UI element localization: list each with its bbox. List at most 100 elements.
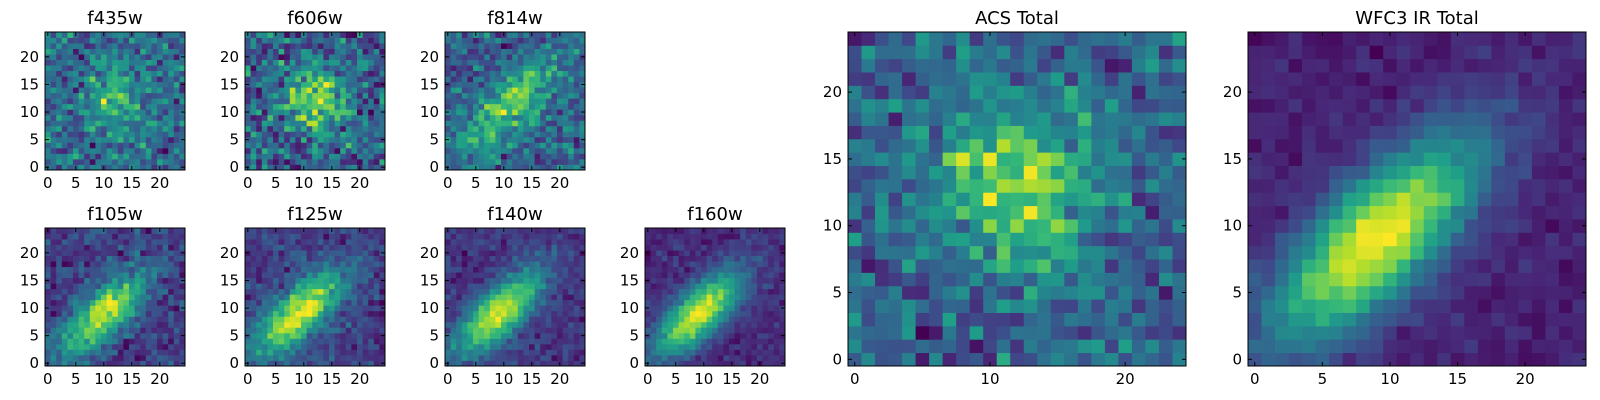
heatmap-cell: [445, 288, 451, 295]
heatmap-cell: [579, 59, 586, 66]
x-tick-label: 5: [271, 370, 281, 388]
heatmap-cell: [529, 294, 535, 301]
heatmap-cell: [151, 233, 158, 240]
heatmap-cell: [773, 299, 780, 306]
heatmap-cell: [729, 354, 735, 361]
heatmap-cell: [168, 59, 175, 66]
heatmap-cell: [888, 299, 903, 313]
heatmap-cell: [284, 43, 291, 49]
heatmap-cell: [357, 98, 363, 105]
heatmap-cell: [656, 327, 663, 334]
heatmap-cell: [373, 136, 380, 143]
heatmap-cell: [162, 158, 169, 165]
heatmap-cell: [478, 98, 485, 105]
heatmap-cell: [484, 343, 491, 350]
heatmap-cell: [245, 37, 251, 44]
heatmap-cell: [329, 54, 335, 60]
heatmap-cell: [450, 261, 457, 268]
heatmap-cell: [73, 125, 79, 132]
heatmap-cell: [129, 65, 135, 72]
heatmap-cell: [512, 305, 519, 312]
heatmap-cell: [106, 360, 113, 367]
heatmap-cell: [73, 349, 79, 356]
heatmap-cell: [67, 98, 74, 105]
heatmap-cell: [95, 310, 102, 317]
heatmap-cell: [78, 349, 85, 356]
heatmap-cell: [289, 98, 296, 105]
heatmap-cell: [117, 98, 124, 105]
heatmap-cell: [134, 244, 141, 251]
heatmap-cell: [1023, 325, 1038, 340]
heatmap-cell: [373, 92, 380, 99]
heatmap-cell: [517, 92, 524, 99]
heatmap-cell: [140, 299, 147, 306]
heatmap-cell: [996, 232, 1011, 247]
heatmap-cell: [140, 59, 147, 66]
heatmap-cell: [84, 147, 91, 154]
heatmap-cell: [317, 43, 324, 49]
heatmap-cell: [117, 261, 124, 268]
heatmap-cell: [373, 343, 380, 350]
heatmap-cell: [95, 277, 102, 284]
heatmap-cell: [95, 233, 102, 240]
heatmap-cell: [340, 87, 347, 94]
heatmap-cell: [540, 277, 547, 284]
heatmap-cell: [45, 261, 51, 268]
heatmap-cell: [445, 272, 451, 279]
heatmap-cell: [106, 327, 113, 334]
heatmap-cell: [306, 65, 313, 72]
heatmap-cell: [112, 131, 119, 138]
heatmap-cell: [495, 283, 502, 290]
heatmap-cell: [656, 288, 663, 295]
heatmap-cell: [729, 310, 735, 317]
heatmap-cell: [540, 76, 547, 83]
heatmap-cell: [345, 327, 352, 334]
heatmap-cell: [317, 327, 324, 334]
heatmap-cell: [250, 233, 257, 240]
heatmap-cell: [501, 114, 507, 121]
heatmap-cell: [140, 43, 147, 49]
heatmap-cell: [489, 120, 496, 127]
heatmap-cell: [362, 294, 369, 301]
heatmap-cell: [768, 244, 775, 251]
heatmap-cell: [1010, 232, 1025, 247]
panel-title: f140w: [487, 204, 542, 225]
heatmap-cell: [983, 339, 998, 354]
heatmap-cell: [573, 332, 580, 339]
heatmap-cell: [1064, 352, 1079, 367]
heatmap-cell: [512, 332, 519, 339]
heatmap-cell: [779, 343, 786, 350]
heatmap-cell: [745, 266, 752, 273]
heatmap-cell: [568, 228, 575, 234]
heatmap-cell: [362, 343, 369, 350]
heatmap-cell: [250, 277, 257, 284]
heatmap-cell: [484, 338, 491, 345]
heatmap-cell: [512, 109, 519, 116]
heatmap-cell: [329, 153, 335, 160]
heatmap-cell: [540, 142, 547, 149]
heatmap-cell: [56, 120, 63, 127]
heatmap-cell: [245, 354, 251, 361]
heatmap-cell: [461, 266, 468, 273]
heatmap-cell: [1118, 285, 1133, 300]
heatmap-cell: [284, 266, 291, 273]
heatmap-cell: [757, 277, 763, 284]
heatmap-cell: [495, 164, 502, 171]
heatmap-cell: [717, 310, 724, 317]
heatmap-cell: [56, 158, 63, 165]
heatmap-cell: [512, 299, 519, 306]
heatmap-cell: [888, 165, 903, 180]
heatmap-cell: [123, 37, 130, 44]
heatmap-cell: [145, 65, 152, 72]
heatmap-cell: [101, 255, 107, 262]
heatmap-cell: [284, 76, 291, 83]
heatmap-cell: [106, 76, 113, 83]
heatmap-cell: [373, 244, 380, 251]
heatmap-cell: [501, 131, 507, 138]
heatmap-cell: [368, 98, 375, 105]
heatmap-cell: [445, 261, 451, 268]
heatmap-cell: [67, 299, 74, 306]
heatmap-cell: [129, 321, 135, 328]
heatmap-cell: [467, 37, 474, 44]
heatmap-cell: [256, 283, 263, 290]
